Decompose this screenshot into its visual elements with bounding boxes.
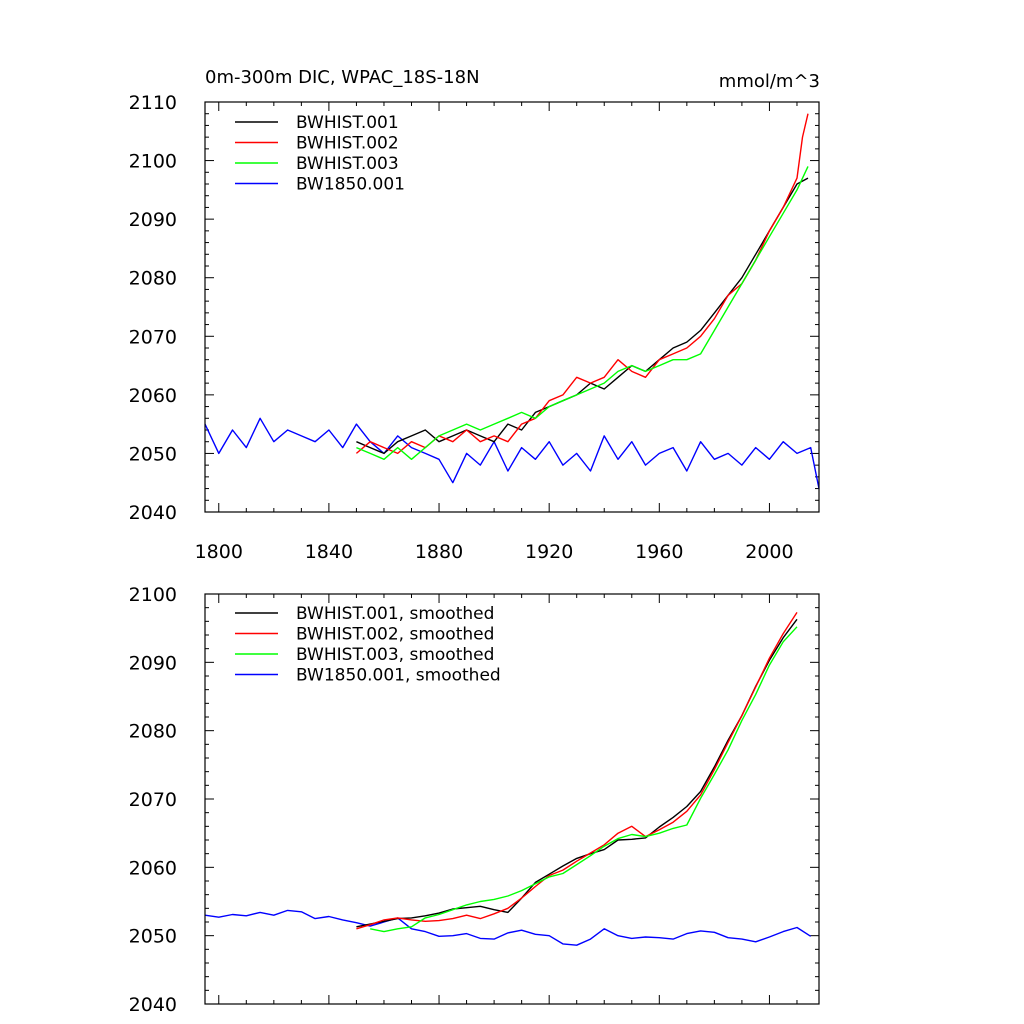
legend-label: BWHIST.002 <box>296 134 399 154</box>
bottom-panel: 2040 2050 2060 2070 2080 2090 2100 BWHIST.001,… <box>129 584 820 1016</box>
series-line <box>356 166 809 460</box>
series-line <box>355 113 809 455</box>
series-line <box>356 177 809 455</box>
y-tick-label: 2060 <box>129 385 177 407</box>
y-tick-label: 2110 <box>129 92 177 114</box>
y-tick-label: 2060 <box>129 857 177 879</box>
series-line <box>356 612 798 930</box>
x-tick-label: 1960 <box>635 541 683 563</box>
top-panel-units: mmol/m^3 <box>719 71 820 92</box>
top-panel-axes: 2040 2050 2060 2070 2080 2090 2100 2110 1800 1840… <box>129 92 819 563</box>
legend-label: BW1850.001, smoothed <box>296 666 501 686</box>
y-tick-label: 2090 <box>129 209 177 231</box>
bottom-panel-axes: 2040 2050 2060 2070 2080 2090 2100 <box>129 584 819 1016</box>
legend-label: BWHIST.001 <box>296 113 399 133</box>
y-tick-label: 2100 <box>129 151 177 173</box>
legend-label: BWHIST.001, smoothed <box>296 604 494 624</box>
legend-label: BWHIST.003, smoothed <box>296 645 494 665</box>
legend-label: BWHIST.003 <box>296 154 399 174</box>
y-tick-label: 2040 <box>129 994 177 1016</box>
x-tick-label: 2000 <box>745 541 793 563</box>
top-panel-series <box>204 113 820 489</box>
bottom-panel-frame <box>204 593 820 1005</box>
top-panel-frame <box>204 101 820 513</box>
y-tick-label: 2050 <box>129 926 177 948</box>
top-panel: 0m-300m DIC, WPAC_18S-18N mmol/m^3 20402… <box>129 67 820 563</box>
bottom-panel-series <box>204 612 812 946</box>
x-tick-label: 1840 <box>305 541 353 563</box>
x-tick-label: 1920 <box>525 541 573 563</box>
y-tick-label: 2080 <box>129 268 177 290</box>
series-line <box>356 618 798 928</box>
y-tick-label: 2050 <box>129 443 177 465</box>
x-tick-label: 1880 <box>415 541 463 563</box>
y-tick-label: 2100 <box>129 584 177 606</box>
series-line <box>204 909 812 946</box>
legend-label: BW1850.001 <box>296 175 405 195</box>
top-panel-title: 0m-300m DIC, WPAC_18S-18N <box>205 67 480 88</box>
series-line <box>370 626 798 933</box>
y-tick-label: 2070 <box>129 789 177 811</box>
x-tick-label: 1800 <box>195 541 243 563</box>
y-tick-label: 2090 <box>129 652 177 674</box>
y-tick-label: 2040 <box>129 502 177 524</box>
legend-label: BWHIST.002, smoothed <box>296 625 494 645</box>
series-line <box>204 417 820 489</box>
y-tick-label: 2080 <box>129 721 177 743</box>
y-tick-label: 2070 <box>129 326 177 348</box>
